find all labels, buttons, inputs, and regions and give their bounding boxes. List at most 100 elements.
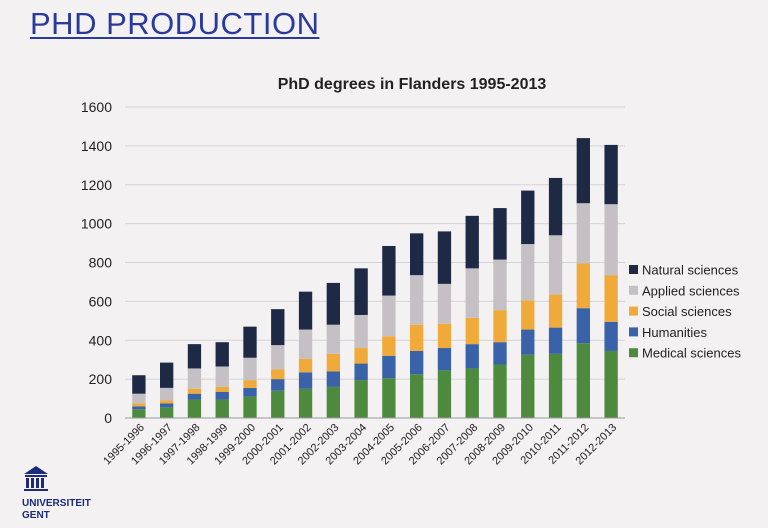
- logo-line-2: GENT: [22, 510, 50, 521]
- bar-segment-natural-sciences: [326, 282, 340, 325]
- bar-segment-humanities: [326, 371, 340, 387]
- bar-segment-social-sciences: [354, 348, 368, 364]
- bar-segment-social-sciences: [160, 400, 174, 404]
- bar-segment-humanities: [160, 403, 174, 408]
- bar-segment-humanities: [576, 308, 590, 344]
- bar-segment-applied-sciences: [493, 259, 507, 311]
- bar-segment-applied-sciences: [410, 275, 424, 325]
- legend-label: Natural sciences: [642, 263, 739, 278]
- bar-segment-natural-sciences: [215, 342, 229, 367]
- bar-segment-humanities: [298, 372, 313, 389]
- bar-segment-social-sciences: [604, 275, 618, 322]
- bar-segment-natural-sciences: [576, 138, 590, 204]
- bar-segment-humanities: [215, 391, 229, 400]
- bar-segment-social-sciences: [410, 324, 424, 351]
- bar-segment-social-sciences: [576, 263, 590, 309]
- bar-segment-social-sciences: [521, 300, 535, 330]
- bar-segment-applied-sciences: [382, 295, 396, 337]
- bar-segment-social-sciences: [548, 294, 563, 328]
- bar-segment-applied-sciences: [326, 324, 340, 354]
- bar-segment-natural-sciences: [410, 233, 424, 276]
- bar-segment-medical-sciences: [493, 364, 507, 418]
- bar-segment-medical-sciences: [160, 407, 174, 418]
- bar-segment-humanities: [132, 406, 146, 410]
- legend-label: Medical sciences: [642, 346, 741, 361]
- legend-swatch: [629, 285, 638, 295]
- bar-segment-social-sciences: [382, 336, 396, 356]
- x-axis-labels: 1995-19961996-19971997-19981998-19991999…: [101, 422, 619, 468]
- bar-segment-applied-sciences: [160, 387, 174, 401]
- logo-line-1: UNIVERSITEIT: [22, 498, 91, 509]
- bar-segment-medical-sciences: [410, 374, 424, 418]
- bar-segment-natural-sciences: [493, 208, 507, 260]
- bar-segment-humanities: [187, 393, 202, 400]
- bar-segment-humanities: [354, 363, 368, 381]
- bar-segment-social-sciences: [215, 386, 229, 392]
- y-tick-label: 1600: [81, 99, 112, 115]
- bar-segment-humanities: [548, 327, 563, 354]
- bar-segment-medical-sciences: [576, 343, 590, 418]
- university-logo: UNIVERSITEIT GENT: [22, 466, 91, 521]
- bar-segment-applied-sciences: [298, 329, 313, 359]
- bar-segment-humanities: [410, 350, 424, 375]
- y-axis-ticks: 0 200 400 600 800 1000 1200 1400 1600: [81, 99, 112, 426]
- bar-segment-medical-sciences: [298, 388, 313, 418]
- chart-title: PhD degrees in Flanders 1995-2013: [278, 76, 547, 93]
- bar-segment-medical-sciences: [465, 368, 479, 418]
- bar-segment-applied-sciences: [604, 204, 618, 276]
- bar-segment-applied-sciences: [243, 357, 257, 381]
- bar-segment-applied-sciences: [354, 314, 368, 349]
- bar-segment-medical-sciences: [326, 386, 340, 418]
- bar-segment-medical-sciences: [548, 353, 563, 418]
- bar-segment-natural-sciences: [243, 326, 257, 358]
- y-tick-label: 1400: [81, 138, 112, 154]
- y-tick-label: 1000: [81, 216, 112, 232]
- bar-segment-humanities: [493, 342, 507, 365]
- bar-segment-medical-sciences: [604, 350, 618, 418]
- bar-segment-applied-sciences: [548, 235, 563, 295]
- bar-segment-social-sciences: [271, 369, 285, 380]
- bar-segment-humanities: [243, 387, 257, 397]
- legend-label: Humanities: [642, 325, 708, 340]
- legend-swatch: [629, 306, 638, 316]
- bar-segment-medical-sciences: [187, 399, 202, 418]
- legend-swatch: [629, 348, 638, 358]
- legend-swatch: [629, 327, 638, 337]
- bar-segment-medical-sciences: [271, 390, 285, 418]
- bar-segment-applied-sciences: [576, 203, 590, 264]
- bar-segment-social-sciences: [326, 353, 340, 372]
- bar-segment-social-sciences: [243, 380, 257, 388]
- bar-segment-natural-sciences: [548, 177, 563, 236]
- bar-segment-medical-sciences: [243, 396, 257, 418]
- bar-segment-natural-sciences: [187, 344, 202, 369]
- legend-label: Applied sciences: [642, 283, 740, 298]
- slide-title: PHD PRODUCTION: [30, 6, 320, 41]
- bars: [132, 138, 618, 418]
- bar-segment-humanities: [521, 329, 535, 355]
- bar-segment-social-sciences: [187, 388, 202, 394]
- bar-segment-medical-sciences: [215, 399, 229, 418]
- y-tick-label: 0: [104, 410, 112, 426]
- legend: Natural sciences Applied sciences Social s…: [629, 263, 741, 361]
- bar-segment-natural-sciences: [132, 375, 146, 394]
- bar-segment-natural-sciences: [160, 362, 174, 388]
- y-tick-label: 400: [89, 332, 113, 348]
- bar-segment-social-sciences: [465, 317, 479, 345]
- bar-segment-medical-sciences: [354, 380, 368, 418]
- bar-segment-natural-sciences: [521, 190, 535, 245]
- bar-segment-humanities: [465, 344, 479, 369]
- bar-segment-social-sciences: [132, 403, 146, 407]
- bar-segment-applied-sciences: [437, 283, 452, 324]
- bar-segment-natural-sciences: [271, 309, 285, 346]
- bar-segment-applied-sciences: [215, 366, 229, 387]
- bar-segment-applied-sciences: [465, 268, 479, 318]
- building-icon: [24, 466, 48, 491]
- bar-segment-medical-sciences: [132, 409, 146, 418]
- bar-segment-applied-sciences: [132, 393, 146, 404]
- y-tick-label: 1200: [81, 177, 112, 193]
- bar-segment-natural-sciences: [298, 291, 313, 330]
- bar-segment-social-sciences: [493, 310, 507, 343]
- bar-segment-humanities: [271, 379, 285, 391]
- bar-segment-medical-sciences: [437, 370, 452, 418]
